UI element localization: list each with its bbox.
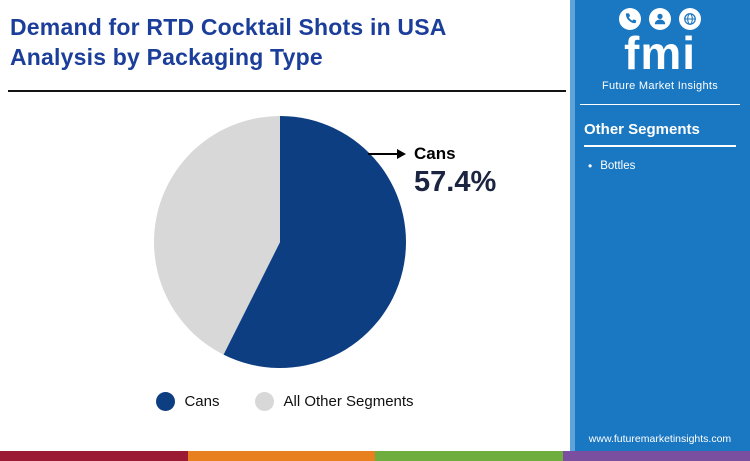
list-item: • Bottles xyxy=(588,159,736,173)
other-segments-section: Other Segments • Bottles xyxy=(570,105,750,173)
legend-item-other: All Other Segments xyxy=(255,392,414,411)
annotation-row: Cans xyxy=(368,144,538,164)
strip-segment xyxy=(0,451,188,461)
segment-list: • Bottles xyxy=(584,159,736,173)
globe-icon xyxy=(679,8,701,30)
phone-icon xyxy=(619,8,641,30)
strip-segment xyxy=(187,451,375,461)
fmi-logo: fmi Future Market Insights xyxy=(570,0,750,92)
section-title: Other Segments xyxy=(584,121,700,138)
sidebar: fmi Future Market Insights Other Segment… xyxy=(570,0,750,451)
legend-dot-cans xyxy=(156,392,176,411)
logo-icons xyxy=(570,8,750,30)
segment-label: Bottles xyxy=(600,160,636,172)
annotation-label: Cans xyxy=(414,144,456,163)
annotation-value: 57.4% xyxy=(414,166,497,198)
website-link[interactable]: www.futuremarketinsights.com xyxy=(588,433,732,445)
section-underline xyxy=(584,145,736,147)
logo-tagline: Future Market Insights xyxy=(601,80,719,92)
legend: Cans All Other Segments xyxy=(0,392,570,411)
strip-segment xyxy=(375,451,563,461)
pie-chart-area: Cans 57.4% Cans All Other Segments xyxy=(0,92,570,451)
logo-wordmark: fmi xyxy=(624,27,696,79)
annotation-cans: Cans 57.4% xyxy=(368,144,538,199)
page-title: Demand for RTD Cocktail Shots in USA Ana… xyxy=(10,14,447,70)
person-icon xyxy=(649,8,671,30)
arrow-right-icon xyxy=(368,149,406,159)
legend-label: All Other Segments xyxy=(283,393,414,410)
legend-item-cans: Cans xyxy=(156,392,219,411)
strip-segment xyxy=(562,451,750,461)
bottom-strip xyxy=(0,451,750,461)
sidebar-accent-stripe xyxy=(570,0,575,451)
bullet-icon: • xyxy=(588,159,593,173)
legend-label: Cans xyxy=(184,393,220,410)
chart-panel: Demand for RTD Cocktail Shots in USA Ana… xyxy=(0,14,570,451)
legend-dot-other xyxy=(255,392,275,411)
pie-chart xyxy=(153,116,406,368)
sidebar-divider xyxy=(580,104,740,105)
title-divider xyxy=(8,90,566,92)
